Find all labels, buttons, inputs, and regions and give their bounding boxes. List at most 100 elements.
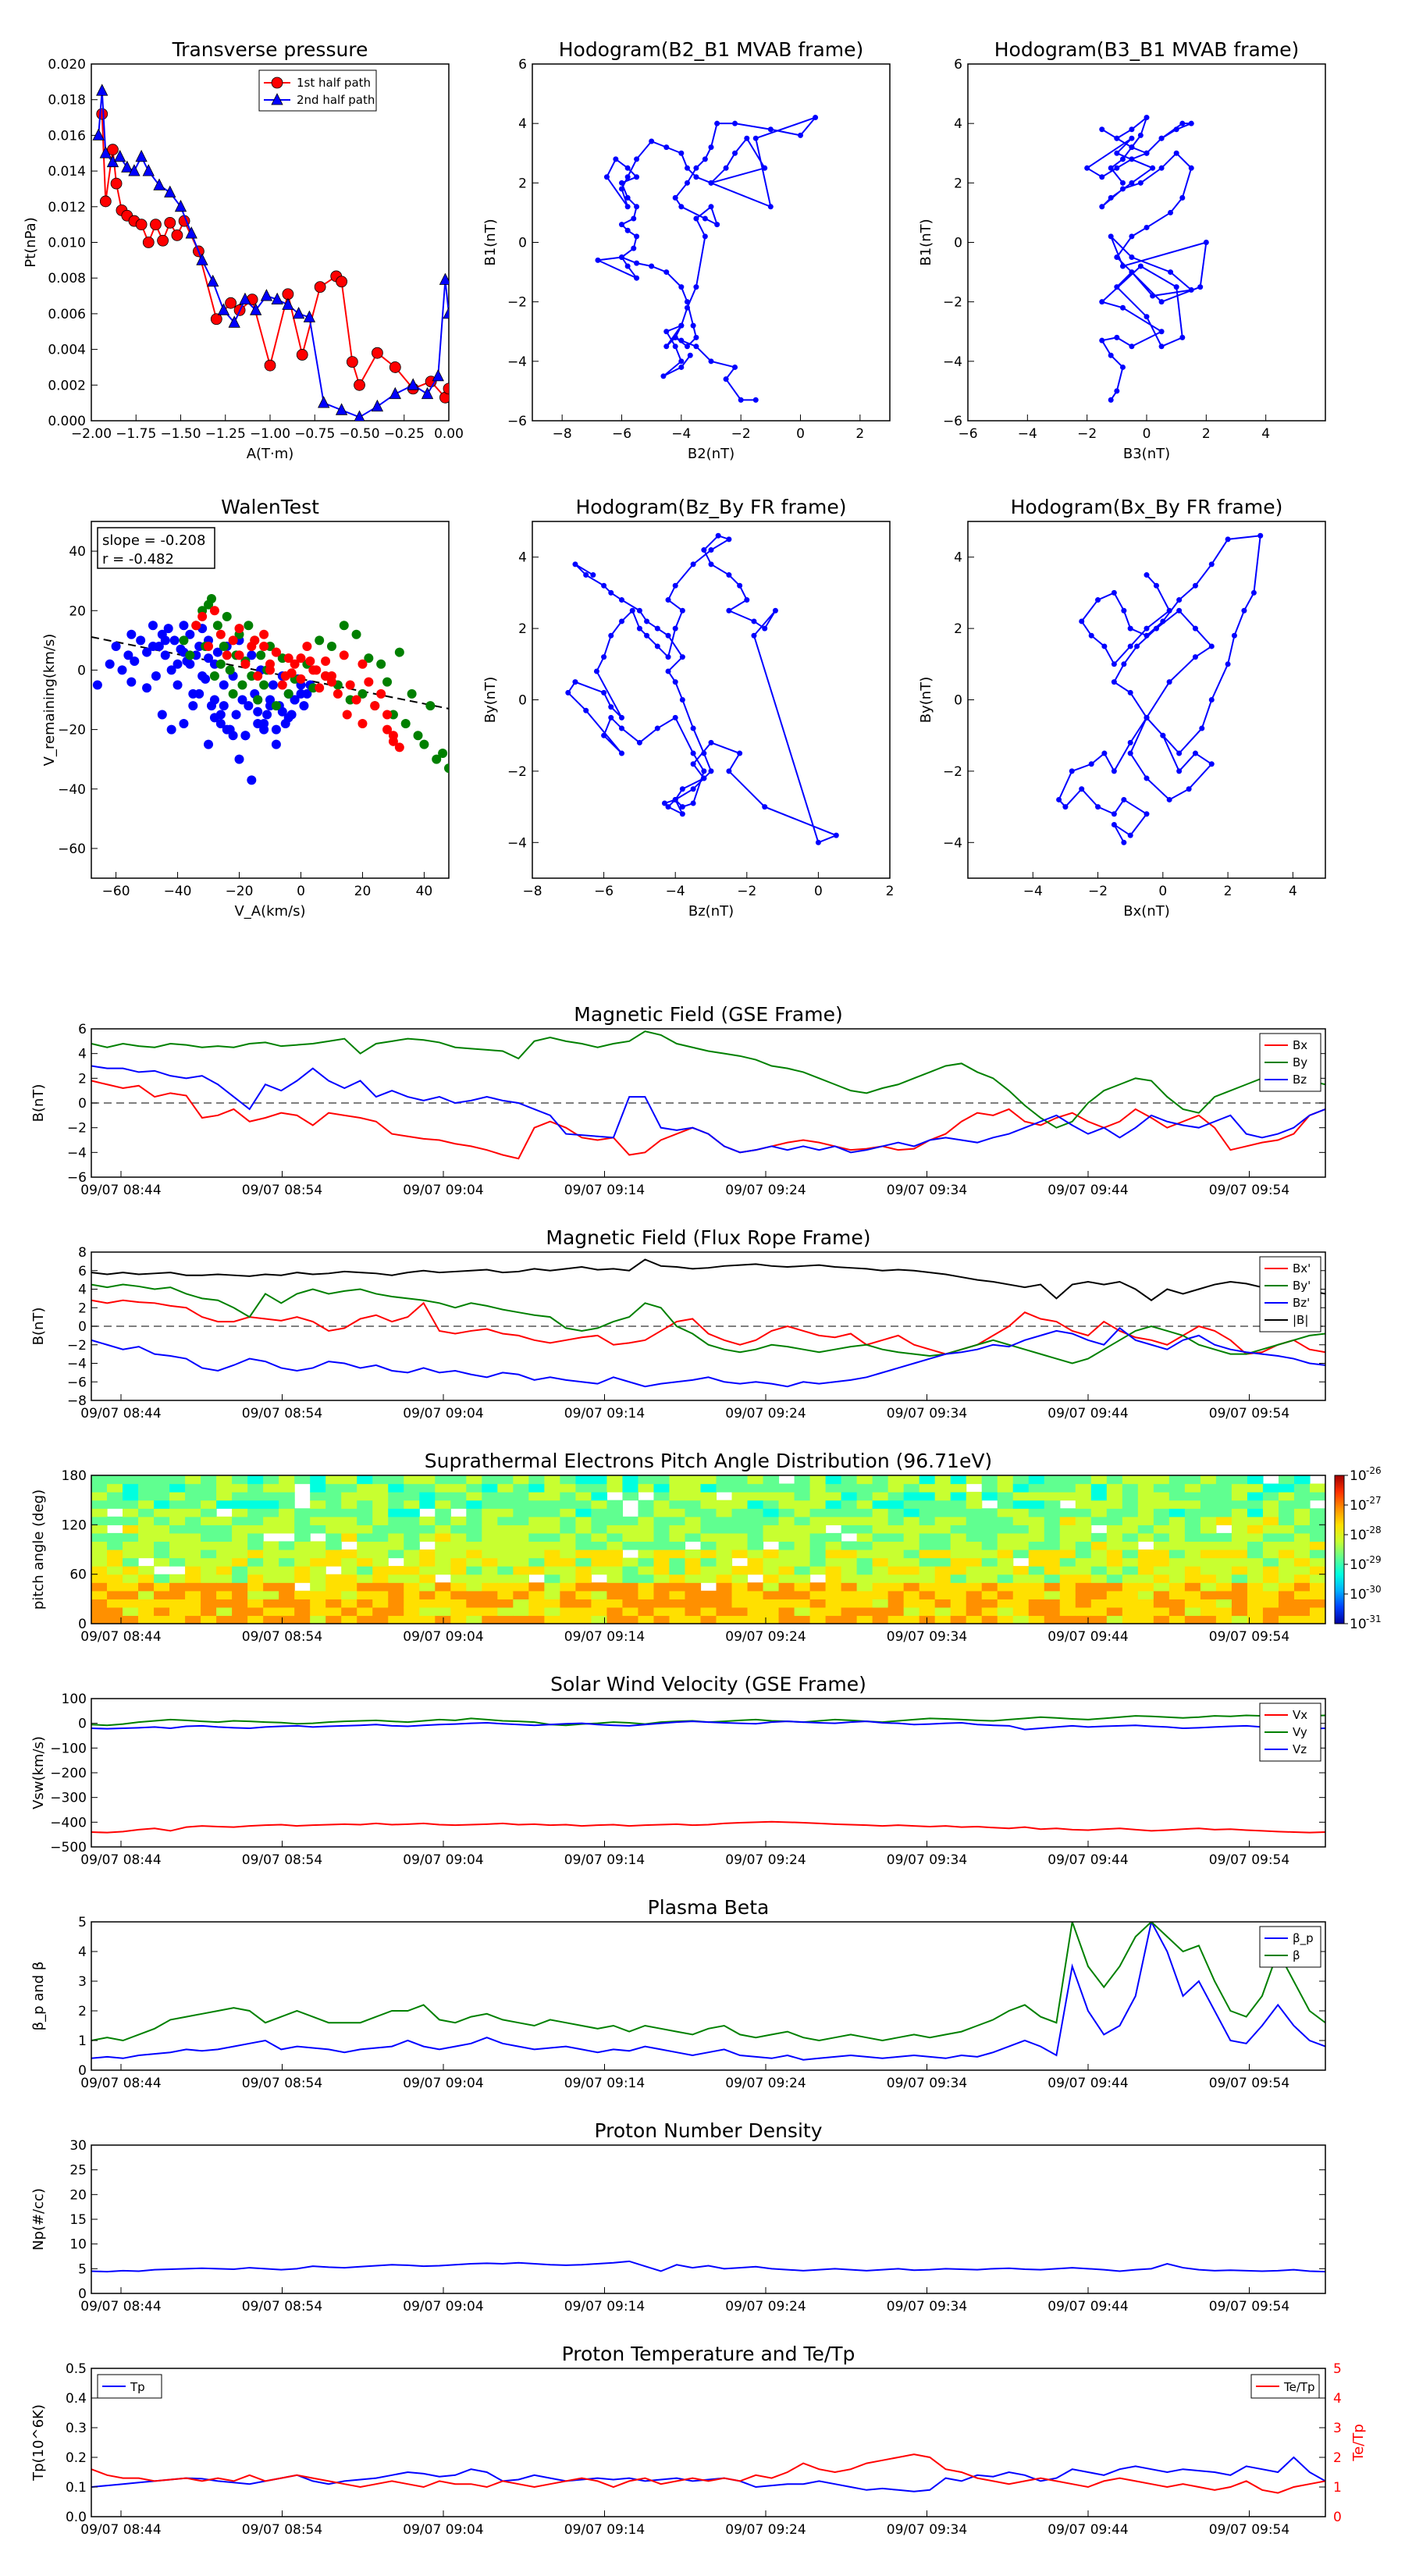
heatmap-cell [841, 1525, 858, 1534]
heatmap-cell [372, 1590, 389, 1599]
heatmap-cell [653, 1590, 670, 1599]
heatmap-cell [825, 1532, 842, 1542]
heatmap-cell [497, 1532, 514, 1542]
heatmap-cell [981, 1606, 998, 1617]
heatmap-cell [450, 1525, 467, 1534]
heatmap-cell [201, 1500, 217, 1509]
x-tick-label: 09/07 09:24 [725, 1183, 806, 1198]
data-point [672, 334, 678, 340]
data-point [253, 671, 263, 681]
heatmap-cell [1278, 1516, 1295, 1525]
data-point [590, 572, 596, 578]
x-tick-label: −4 [1023, 884, 1043, 899]
heatmap-cell [841, 1606, 858, 1617]
data-point [687, 352, 693, 358]
heatmap-cell [1012, 1483, 1030, 1493]
heatmap-cell [966, 1615, 983, 1624]
heatmap-cell [482, 1508, 498, 1517]
y2-tick-label: 2 [1333, 2450, 1342, 2466]
heatmap-cell [1231, 1557, 1248, 1567]
heatmap-cell [123, 1483, 139, 1493]
data-point [1186, 786, 1192, 792]
y-tick-label: 0.016 [48, 128, 86, 144]
heatmap-cell [622, 1615, 639, 1624]
heatmap-cell [357, 1525, 373, 1534]
data-point [271, 724, 281, 735]
heatmap-cell [1231, 1500, 1248, 1509]
data-point [665, 668, 671, 674]
heatmap-cell [169, 1508, 186, 1517]
data-point [1099, 126, 1105, 133]
heatmap-cell [872, 1582, 889, 1592]
heatmap-cell [825, 1516, 842, 1525]
heatmap-cell [1200, 1500, 1217, 1509]
heatmap-cell [841, 1516, 858, 1525]
heatmap-cell [950, 1566, 967, 1575]
heatmap-cell [731, 1606, 749, 1617]
heatmap-cell [560, 1475, 576, 1485]
data-point [283, 653, 293, 664]
heatmap-cell [1137, 1599, 1154, 1608]
heatmap-cell [1012, 1582, 1030, 1592]
heatmap-cell [1137, 1582, 1154, 1592]
data-point [342, 710, 352, 720]
heatmap-cell [1200, 1557, 1217, 1567]
data-point [714, 120, 720, 126]
data-point [244, 621, 254, 631]
heatmap-cell [872, 1541, 889, 1550]
heatmap-cell [528, 1492, 545, 1501]
heatmap-cell [653, 1541, 670, 1550]
heatmap-cell [91, 1525, 108, 1534]
plot-area [92, 84, 449, 421]
heatmap-cell [310, 1574, 326, 1583]
data-point [1199, 725, 1205, 731]
heatmap-cell [279, 1500, 295, 1509]
data-point [701, 775, 707, 781]
heatmap-cell [841, 1574, 858, 1583]
data-point [619, 222, 624, 228]
y2-tick-label: 4 [1333, 2391, 1342, 2407]
heatmap-cell [216, 1599, 233, 1608]
heatmap-cell [388, 1525, 404, 1534]
heatmap-cell [528, 1532, 545, 1542]
data-point [702, 156, 708, 162]
heatmap-cell [279, 1475, 295, 1485]
y-tick-label: 0.5 [66, 2361, 87, 2377]
heatmap-cell [1044, 1550, 1061, 1559]
data-point [1203, 240, 1209, 245]
data-point [196, 253, 208, 265]
data-point [142, 164, 155, 176]
heatmap-cell [107, 1532, 123, 1542]
data-point [371, 399, 384, 412]
heatmap-cell [1278, 1525, 1295, 1534]
heatmap-cell [887, 1532, 905, 1542]
heatmap-cell [138, 1483, 155, 1493]
data-point [684, 304, 690, 311]
heatmap-cell [404, 1590, 420, 1599]
heatmap-cell [1262, 1508, 1279, 1517]
data-point [237, 680, 247, 690]
data-point [663, 269, 670, 276]
heatmap-cell [1247, 1590, 1264, 1599]
heatmap-cell [887, 1557, 905, 1567]
heatmap-cell [91, 1566, 108, 1575]
heatmap-cell [700, 1557, 717, 1567]
heatmap-cell [497, 1475, 514, 1485]
heatmap-cell [1215, 1599, 1232, 1608]
data-point [593, 668, 599, 674]
heatmap-cell [404, 1599, 420, 1608]
heatmap-cell [872, 1574, 889, 1583]
y-axis-label: B(nT) [30, 1084, 47, 1123]
heatmap-cell [716, 1508, 733, 1517]
heatmap-cell [123, 1599, 139, 1608]
heatmap-cell [466, 1483, 482, 1493]
heatmap-cell [1153, 1599, 1170, 1608]
heatmap-cell [638, 1590, 655, 1599]
data-point [1166, 607, 1172, 614]
x-tick-label: 09/07 09:54 [1209, 1852, 1289, 1868]
heatmap-cell [1028, 1508, 1045, 1517]
heatmap-cell [841, 1483, 858, 1493]
heatmap-cell [591, 1475, 608, 1485]
heatmap-cell [1122, 1574, 1139, 1583]
